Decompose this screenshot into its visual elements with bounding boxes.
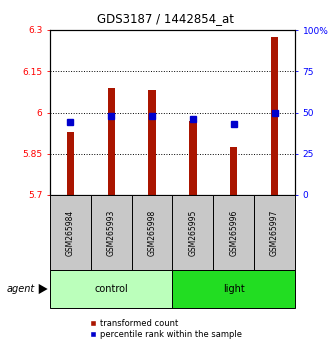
Text: GSM265993: GSM265993	[107, 209, 116, 256]
Text: agent: agent	[7, 284, 35, 294]
Bar	[50, 195, 91, 270]
Bar	[189, 121, 197, 195]
Bar	[67, 132, 74, 195]
Polygon shape	[39, 284, 48, 294]
Bar	[230, 147, 237, 195]
Bar	[148, 91, 156, 195]
Bar	[172, 195, 213, 270]
Text: GSM265984: GSM265984	[66, 209, 75, 256]
Bar	[172, 270, 295, 308]
Bar	[271, 37, 278, 195]
Bar	[50, 270, 172, 308]
Text: light: light	[223, 284, 245, 294]
Bar	[213, 195, 254, 270]
Text: GSM265995: GSM265995	[188, 209, 197, 256]
Text: GSM265996: GSM265996	[229, 209, 238, 256]
Text: GSM265997: GSM265997	[270, 209, 279, 256]
Bar	[108, 88, 115, 195]
Legend: transformed count, percentile rank within the sample: transformed count, percentile rank withi…	[89, 319, 242, 339]
Text: GDS3187 / 1442854_at: GDS3187 / 1442854_at	[97, 12, 234, 25]
Bar	[132, 195, 172, 270]
Bar	[254, 195, 295, 270]
Text: control: control	[94, 284, 128, 294]
Bar	[91, 195, 132, 270]
Text: GSM265998: GSM265998	[148, 209, 157, 256]
